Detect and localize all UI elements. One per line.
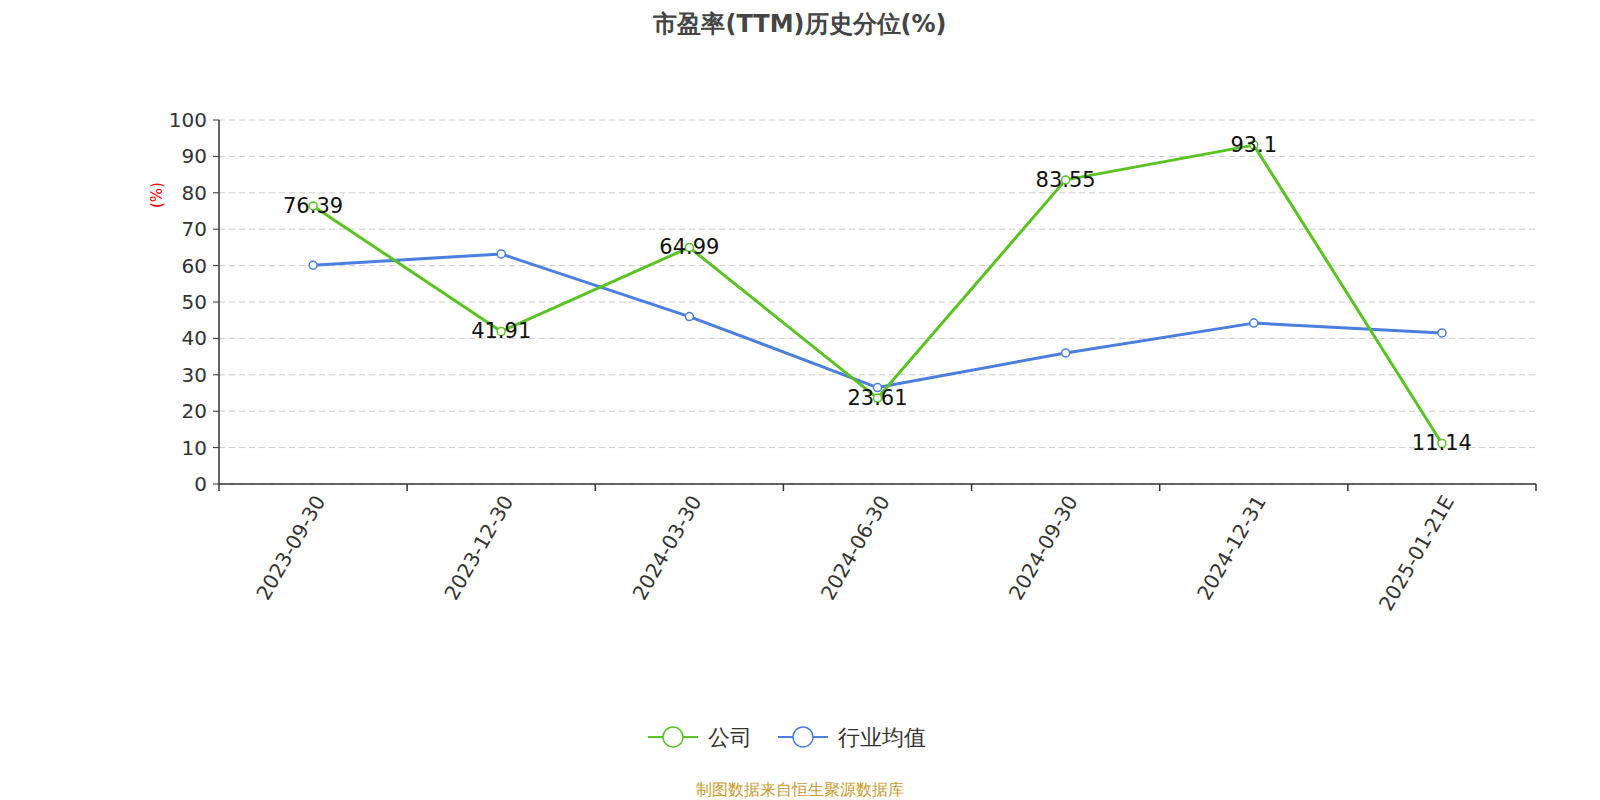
data-label: 41.91	[471, 319, 531, 343]
point-marker	[497, 250, 505, 258]
grid-line	[219, 265, 1536, 266]
legend: 公司 行业均值	[648, 725, 926, 750]
data-labels: 76.39 41.91 64.99 23.61 83.55 93.1 11.14	[283, 133, 1472, 455]
y-tick-label: 100	[169, 108, 207, 132]
y-tick	[213, 265, 219, 266]
data-label: 64.99	[659, 235, 719, 259]
y-tick	[213, 447, 219, 448]
plot-area	[309, 141, 1446, 447]
y-tick	[213, 192, 219, 193]
y-tick	[213, 484, 219, 485]
y-tick	[213, 156, 219, 157]
x-tick-label: 2024-03-30	[628, 491, 707, 604]
data-label: 93.1	[1230, 133, 1277, 157]
x-tick-label: 2023-09-30	[251, 491, 330, 604]
grid-line	[219, 374, 1536, 375]
x-tick	[1347, 484, 1349, 491]
grid-line	[219, 338, 1536, 339]
x-tick-label: 2025-01-21E	[1374, 491, 1459, 615]
y-tick-label: 0	[194, 472, 207, 496]
y-tick-label: 70	[182, 217, 207, 241]
y-tick-label: 10	[182, 436, 207, 460]
x-tick	[783, 484, 785, 491]
y-axis-label: (%)	[148, 182, 166, 208]
y-tick	[213, 120, 219, 121]
y-tick	[213, 338, 219, 339]
y-tick	[213, 411, 219, 412]
point-marker	[1062, 349, 1070, 357]
data-label: 83.55	[1036, 168, 1096, 192]
x-tick	[218, 484, 220, 491]
y-tick-label: 90	[182, 144, 207, 168]
grid-line	[219, 192, 1536, 193]
y-axis	[218, 120, 220, 484]
grid-line	[219, 447, 1536, 448]
title: 市盈率(TTM)历史分位(%)	[652, 10, 946, 38]
y-tick-label: 30	[182, 363, 207, 387]
legend-marker	[663, 727, 683, 747]
x-tick-label: 2024-09-30	[1004, 491, 1083, 604]
grid-line	[219, 229, 1536, 230]
grid-line	[219, 484, 1536, 485]
x-tick	[595, 484, 597, 491]
series-line	[313, 254, 1442, 388]
x-tick-label: 2023-12-30	[439, 491, 518, 604]
legend-label: 行业均值	[838, 725, 926, 750]
point-marker	[309, 261, 317, 269]
data-label: 76.39	[283, 194, 343, 218]
y-tick	[213, 302, 219, 303]
x-axis	[219, 483, 1536, 485]
data-label: 23.61	[847, 386, 907, 410]
y-tick-label: 80	[182, 181, 207, 205]
x-tick-label: 2024-12-31	[1192, 491, 1271, 604]
x-tick	[971, 484, 973, 491]
x-tick	[406, 484, 408, 491]
point-marker	[1250, 319, 1258, 327]
source-note: 制图数据来自恒生聚源数据库	[696, 780, 904, 799]
point-marker	[1438, 329, 1446, 337]
chart: 市盈率(TTM)历史分位(%) (%) 0 10 20 30 40 50 60 70 80 90 100…	[0, 0, 1600, 800]
x-tick-label: 2024-06-30	[816, 491, 895, 604]
y-tick-label: 50	[182, 290, 207, 314]
grid-line	[219, 120, 1536, 121]
legend-label: 公司	[708, 725, 752, 750]
grid-line	[219, 302, 1536, 303]
grid-line	[219, 411, 1536, 412]
y-tick-label: 40	[182, 326, 207, 350]
y-tick	[213, 229, 219, 230]
legend-marker	[793, 727, 813, 747]
x-tick	[1159, 484, 1161, 491]
y-tick	[213, 374, 219, 375]
point-marker	[685, 313, 693, 321]
data-label: 11.14	[1412, 431, 1472, 455]
y-tick-label: 60	[182, 254, 207, 278]
grid-line	[219, 156, 1536, 157]
y-tick-label: 20	[182, 399, 207, 423]
x-tick	[1535, 484, 1537, 491]
series-line	[313, 145, 1442, 443]
